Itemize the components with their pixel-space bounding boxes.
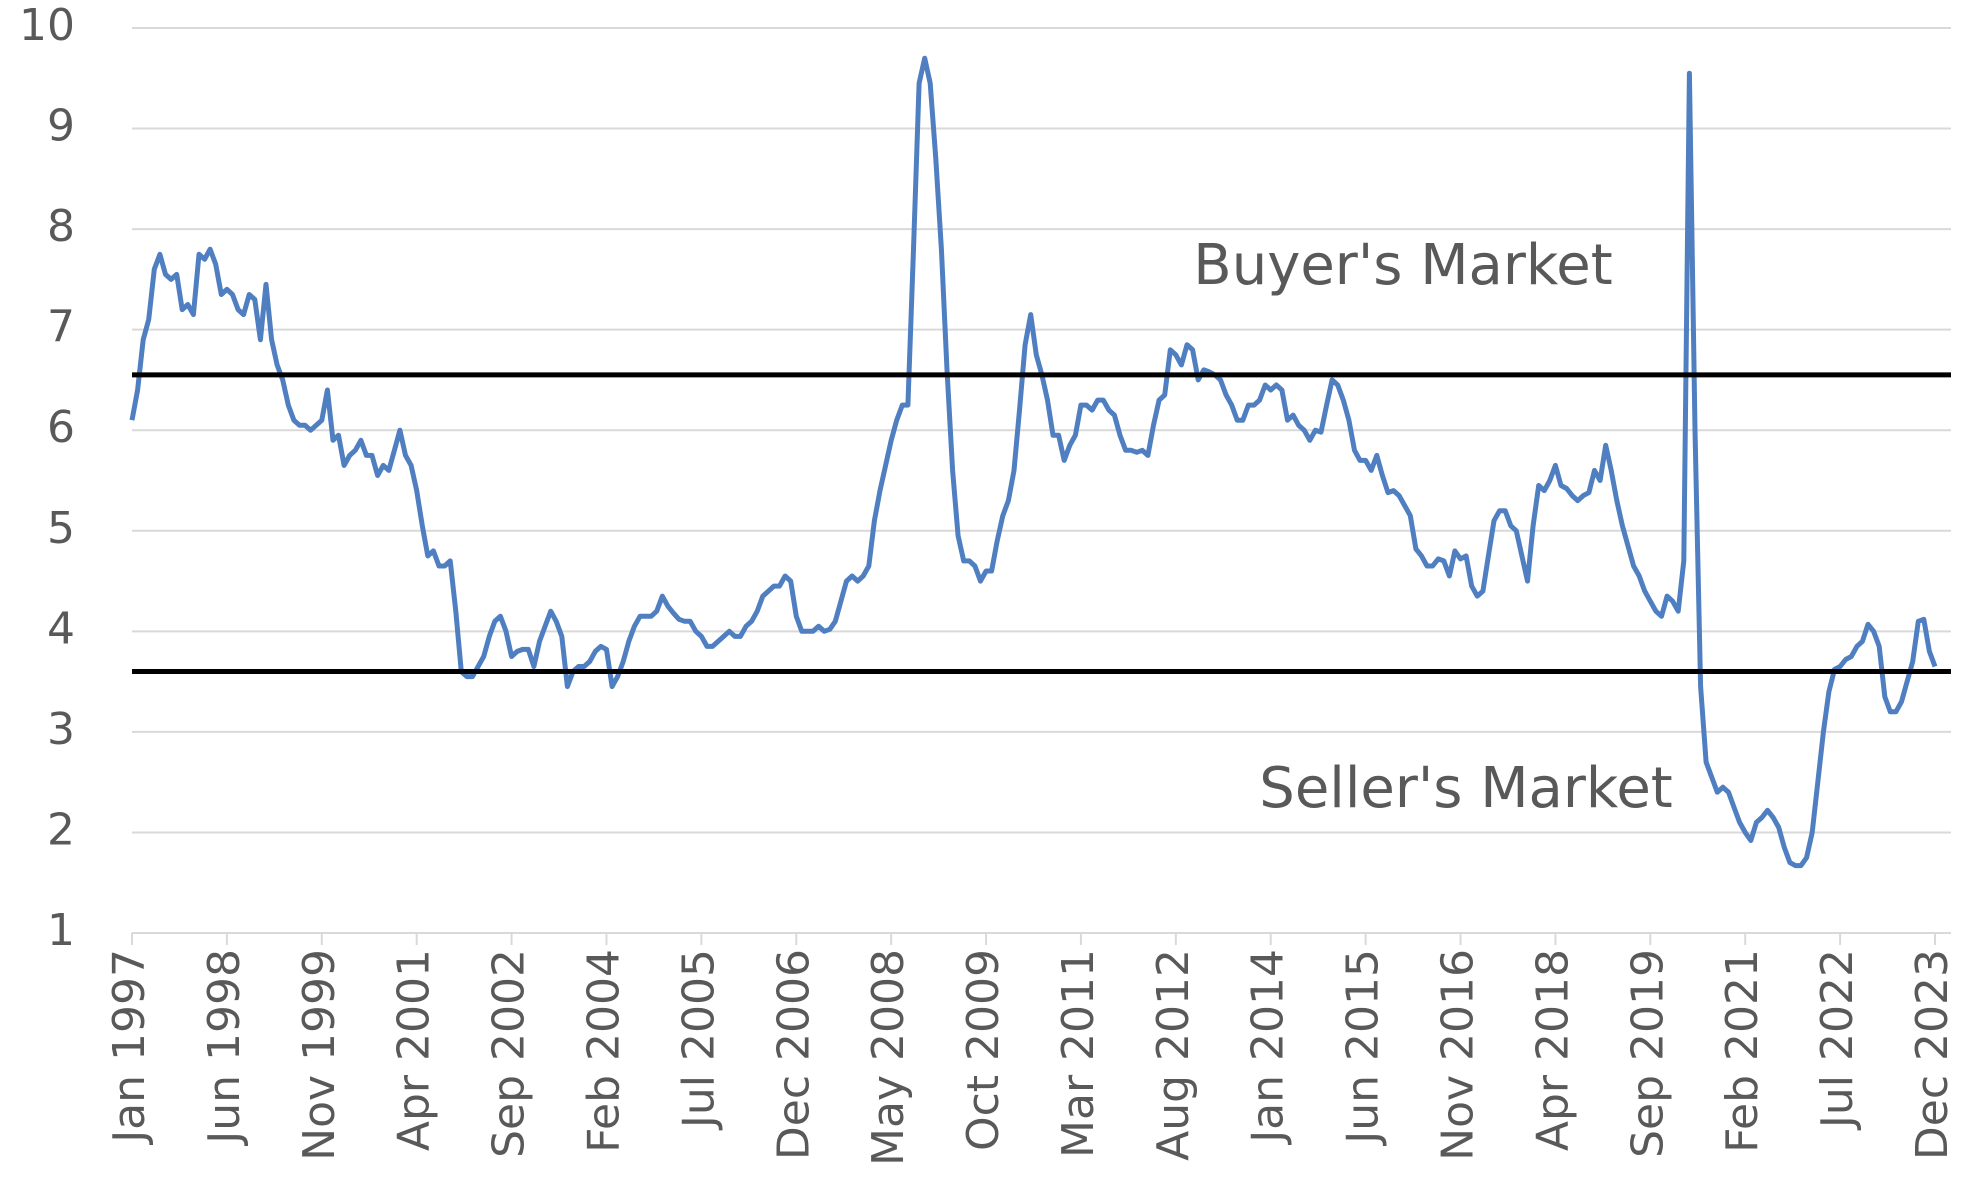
x-tick-label: Jun 1998 (199, 949, 250, 1147)
y-tick-label: 8 (47, 201, 75, 252)
y-tick-label: 1 (47, 905, 75, 956)
y-tick-label: 5 (47, 503, 75, 554)
x-tick-label: Nov 2016 (1433, 949, 1484, 1161)
x-tick-label: May 2008 (863, 949, 914, 1166)
x-tick-label: Jun 2015 (1338, 949, 1389, 1147)
x-tick-label: Jul 2022 (1812, 949, 1863, 1131)
x-tick-label: Feb 2004 (578, 949, 629, 1153)
annotation: Seller's Market (1259, 756, 1672, 821)
y-tick-label: 2 (47, 804, 75, 855)
x-tick-label: Nov 1999 (294, 949, 345, 1161)
y-tick-label: 3 (47, 704, 75, 755)
x-tick-label: Sep 2019 (1622, 949, 1673, 1158)
x-tick-label: Jan 2014 (1243, 949, 1294, 1146)
y-tick-label: 4 (47, 603, 75, 654)
x-tick-label: Jul 2005 (673, 949, 724, 1131)
x-tick-label: Jan 1997 (104, 949, 155, 1146)
x-tick-label: Mar 2011 (1053, 949, 1104, 1158)
x-tick-label: Aug 2012 (1148, 949, 1199, 1161)
y-tick-label: 7 (47, 302, 75, 353)
x-tick-label: Apr 2018 (1527, 949, 1578, 1151)
data-line (129, 55, 1938, 869)
y-tick-label: 6 (47, 402, 75, 453)
x-tick-label: Apr 2001 (389, 949, 440, 1151)
y-tick-label: 9 (47, 101, 75, 152)
x-tick-label: Feb 2021 (1717, 949, 1768, 1153)
y-tick-label: 10 (19, 0, 75, 51)
x-tick-label: Dec 2006 (768, 949, 819, 1160)
x-tick-label: Sep 2002 (484, 949, 535, 1158)
x-tick-label: Oct 2009 (958, 949, 1009, 1151)
annotation: Buyer's Market (1193, 233, 1612, 298)
x-tick-label: Dec 2023 (1907, 949, 1958, 1160)
